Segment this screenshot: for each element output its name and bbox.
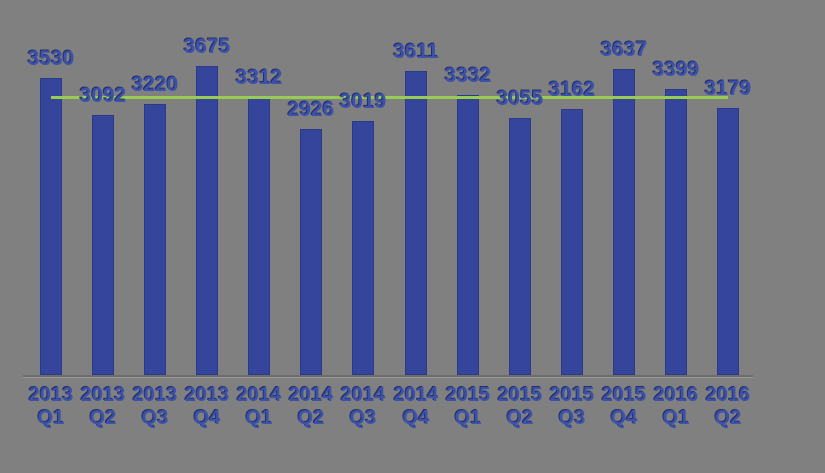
category-year: 2015 [497, 384, 543, 406]
average-line [51, 96, 728, 99]
bar [457, 95, 479, 375]
category-label: 2014 Q3 [341, 384, 386, 430]
category-year: 2014 [236, 384, 282, 406]
bar [613, 69, 635, 375]
category-quarter: Q4 [193, 407, 221, 429]
bar [717, 108, 739, 375]
category-quarter: Q2 [714, 407, 742, 429]
value-label: 3675 [183, 35, 231, 58]
category-label: 2014 Q1 [237, 384, 282, 430]
category-year: 2015 [445, 384, 491, 406]
category-year: 2014 [288, 384, 334, 406]
category-quarter: Q3 [141, 407, 169, 429]
value-label: 3055 [496, 87, 544, 110]
category-quarter: Q2 [89, 407, 117, 429]
category-year: 2013 [132, 384, 178, 406]
category-label: 2016 Q2 [706, 384, 751, 430]
category-label: 2015 Q4 [602, 384, 647, 430]
category-label: 2013 Q2 [81, 384, 126, 430]
category-quarter: Q3 [349, 407, 377, 429]
category-year: 2014 [340, 384, 386, 406]
category-quarter: Q4 [402, 407, 430, 429]
value-label: 3399 [652, 58, 700, 81]
category-quarter: Q1 [454, 407, 482, 429]
category-quarter: Q1 [37, 407, 65, 429]
bar [300, 129, 322, 375]
bar [509, 118, 531, 375]
category-year: 2013 [184, 384, 230, 406]
value-label: 3312 [235, 66, 283, 89]
category-year: 2016 [705, 384, 751, 406]
category-year: 2013 [28, 384, 74, 406]
bar [92, 115, 114, 375]
bar [561, 109, 583, 375]
category-quarter: Q1 [245, 407, 273, 429]
category-quarter: Q2 [506, 407, 534, 429]
category-label: 2013 Q3 [133, 384, 178, 430]
value-label: 2926 [287, 98, 335, 121]
value-label: 3637 [600, 38, 648, 61]
category-label: 2015 Q1 [446, 384, 491, 430]
category-quarter: Q3 [558, 407, 586, 429]
value-label: 3530 [27, 47, 75, 70]
category-quarter: Q4 [610, 407, 638, 429]
bar [405, 71, 427, 375]
bar [196, 66, 218, 375]
category-year: 2015 [549, 384, 595, 406]
value-label: 3611 [393, 40, 439, 63]
bar [665, 89, 687, 375]
category-year: 2013 [80, 384, 126, 406]
value-label: 3092 [79, 84, 127, 107]
category-label: 2015 Q2 [498, 384, 543, 430]
category-label: 2013 Q1 [29, 384, 74, 430]
category-label: 2013 Q4 [185, 384, 230, 430]
x-axis-line [23, 375, 753, 377]
category-label: 2015 Q3 [550, 384, 595, 430]
category-year: 2014 [393, 384, 439, 406]
category-quarter: Q2 [297, 407, 325, 429]
category-year: 2016 [653, 384, 699, 406]
value-label: 3179 [704, 77, 752, 100]
bar [248, 97, 270, 375]
category-label: 2014 Q4 [394, 384, 439, 430]
bar [144, 104, 166, 375]
category-label: 2014 Q2 [289, 384, 334, 430]
bar [40, 78, 62, 375]
value-label: 3332 [444, 64, 492, 87]
category-year: 2015 [601, 384, 647, 406]
value-label: 3220 [131, 73, 179, 96]
category-quarter: Q1 [662, 407, 690, 429]
value-label: 3019 [339, 90, 387, 113]
category-label: 2016 Q1 [654, 384, 699, 430]
bar [352, 121, 374, 375]
value-label: 3162 [548, 78, 596, 101]
